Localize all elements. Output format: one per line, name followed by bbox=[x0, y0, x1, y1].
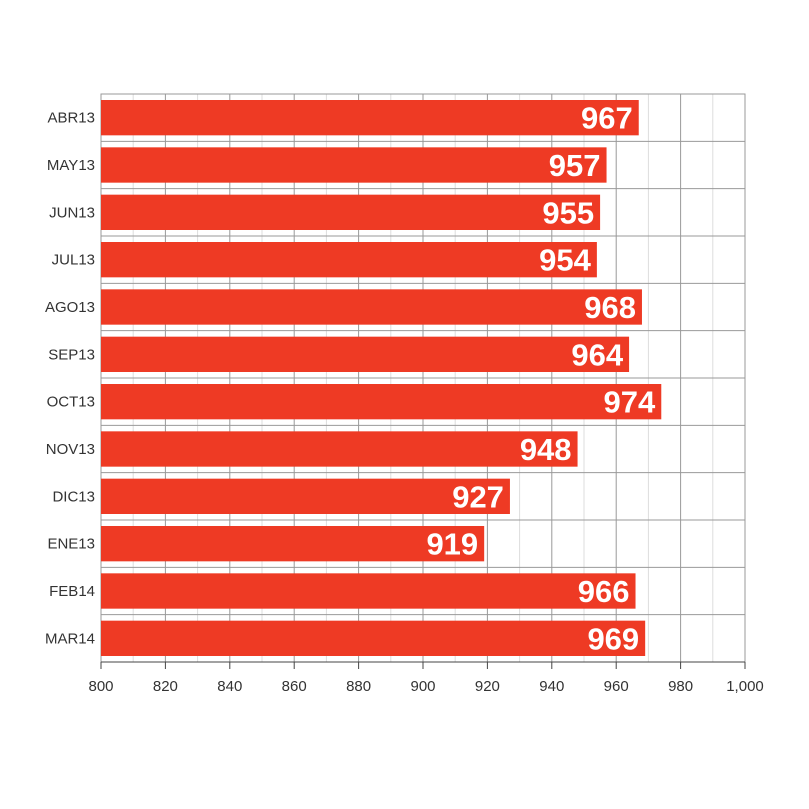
grid-lines bbox=[100, 93, 746, 663]
x-tick-label: 820 bbox=[153, 678, 178, 695]
bar bbox=[101, 526, 485, 562]
bar bbox=[101, 100, 639, 136]
data-label: 948 bbox=[520, 432, 572, 467]
bar bbox=[101, 147, 607, 183]
data-label: 969 bbox=[587, 621, 639, 656]
category-label: SEP13 bbox=[48, 346, 95, 363]
data-label: 964 bbox=[571, 337, 623, 372]
category-label: MAR14 bbox=[45, 630, 95, 647]
bar bbox=[101, 242, 597, 278]
bar bbox=[101, 478, 510, 514]
category-label: JUN13 bbox=[49, 204, 95, 221]
bar bbox=[101, 573, 636, 609]
category-label: MAY13 bbox=[47, 157, 95, 174]
data-label: 919 bbox=[426, 527, 478, 562]
x-tick-label: 960 bbox=[604, 678, 629, 695]
x-tick-label: 800 bbox=[88, 678, 113, 695]
category-label: AGO13 bbox=[45, 299, 95, 316]
x-axis: 800 820 840 860 880 900 920 940 960 980 1,000 bbox=[88, 661, 764, 695]
bar bbox=[101, 384, 662, 420]
data-label: 957 bbox=[549, 148, 601, 183]
category-label: OCT13 bbox=[47, 394, 95, 411]
bar bbox=[101, 194, 601, 230]
category-label: ENE13 bbox=[47, 536, 95, 553]
data-label: 954 bbox=[539, 243, 591, 278]
x-tick-label: 940 bbox=[539, 678, 564, 695]
data-label: 927 bbox=[452, 479, 504, 514]
category-label: NOV13 bbox=[46, 441, 95, 458]
x-tick-label: 920 bbox=[475, 678, 500, 695]
data-label: 968 bbox=[584, 290, 636, 325]
x-tick-label: 900 bbox=[410, 678, 435, 695]
x-tick-label: 880 bbox=[346, 678, 371, 695]
category-label: ABR13 bbox=[47, 110, 95, 127]
x-tick-label: 980 bbox=[668, 678, 693, 695]
category-label: JUL13 bbox=[52, 252, 95, 269]
bars bbox=[101, 100, 662, 656]
data-label: 967 bbox=[581, 101, 633, 136]
bar bbox=[101, 431, 578, 467]
bar bbox=[101, 620, 646, 656]
data-label: 966 bbox=[578, 574, 630, 609]
category-label: FEB14 bbox=[49, 583, 95, 600]
data-label: 974 bbox=[604, 385, 656, 420]
x-tick-label: 1,000 bbox=[726, 678, 764, 695]
category-labels: ABR13 MAY13 JUN13 JUL13 AGO13 SEP13 OCT13 NOV13… bbox=[45, 110, 95, 648]
bar bbox=[101, 336, 630, 372]
bar bbox=[101, 289, 642, 325]
data-label: 955 bbox=[542, 195, 594, 230]
value-labels: 967 957 955 954 968 964 974 948 927 919 966 969 bbox=[426, 101, 656, 657]
x-tick-label: 860 bbox=[282, 678, 307, 695]
category-label: DIC13 bbox=[52, 488, 95, 505]
x-tick-label: 840 bbox=[217, 678, 242, 695]
